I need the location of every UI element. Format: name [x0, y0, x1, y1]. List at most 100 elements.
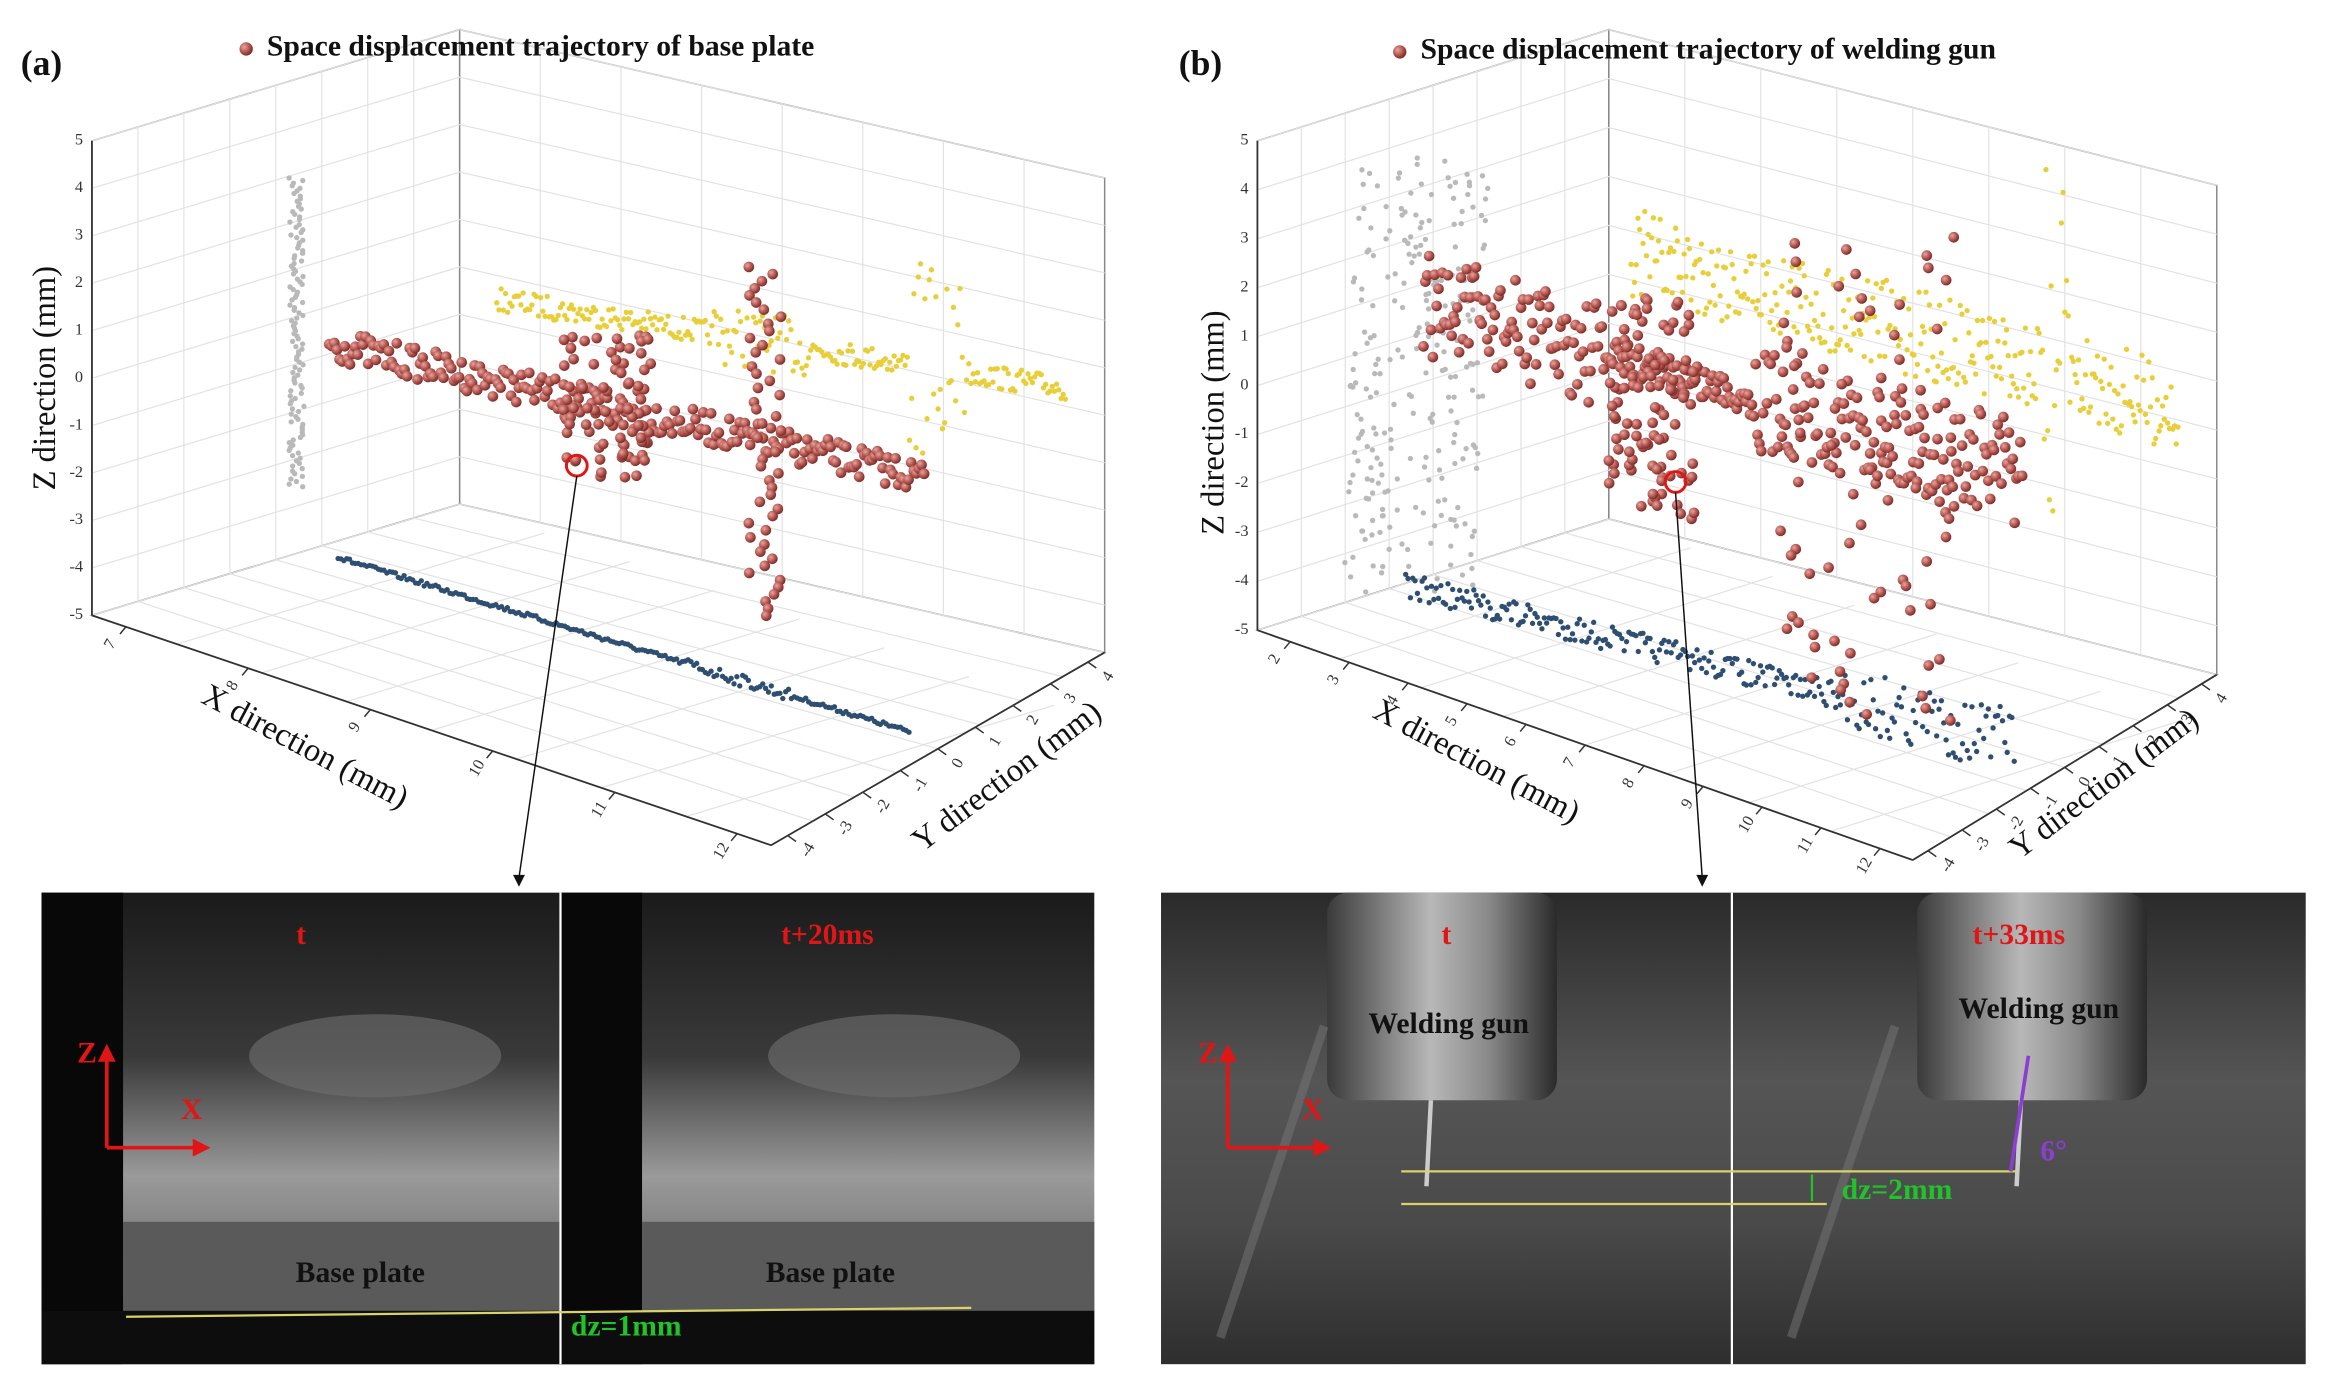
- projection-point: [1569, 631, 1576, 637]
- projection-point: [694, 660, 700, 667]
- trajectory-point: [830, 456, 842, 468]
- projection-point: [913, 445, 919, 451]
- trajectory-point: [1921, 250, 1933, 261]
- projection-point: [1924, 367, 1931, 374]
- trajectory-point: [529, 394, 540, 406]
- projection-point: [592, 307, 599, 314]
- projection-point: [2024, 400, 2030, 407]
- projection-point: [1827, 348, 1833, 354]
- trajectory-point: [1855, 519, 1867, 531]
- projection-point: [1797, 676, 1804, 683]
- projection-point: [1047, 388, 1053, 394]
- trajectory-point: [1568, 337, 1579, 349]
- projection-point: [1966, 755, 1973, 761]
- projection-point: [505, 309, 511, 316]
- projection-point: [1959, 741, 1966, 747]
- projection-point: [1877, 733, 1883, 740]
- trajectory-point: [1971, 500, 1983, 512]
- floor-grid: [413, 517, 1064, 678]
- projection-point: [1350, 366, 1356, 373]
- projection-point: [702, 317, 708, 324]
- projection-point: [297, 434, 304, 441]
- projection-point: [1433, 585, 1439, 591]
- projection-point: [295, 408, 302, 415]
- projection-point: [1473, 592, 1479, 598]
- projection-point: [1419, 219, 1425, 226]
- projection-point: [1933, 379, 1939, 385]
- projection-point: [288, 419, 294, 425]
- projection-point: [1370, 303, 1376, 309]
- angle-label: 6°: [2040, 1135, 2067, 1167]
- z-arrow-head: [97, 1043, 116, 1062]
- projection-point: [1350, 472, 1356, 478]
- projection-point: [708, 668, 714, 674]
- projection-point: [1360, 181, 1366, 187]
- projection-point: [739, 353, 746, 359]
- trajectory-point: [1847, 488, 1859, 500]
- trajectory-point: [713, 427, 725, 438]
- projection-point: [1478, 602, 1484, 608]
- projection-point: [290, 437, 296, 443]
- projection-point: [2011, 758, 2017, 764]
- trajectory-point: [1541, 317, 1553, 329]
- projection-point: [1654, 659, 1660, 666]
- projection-point: [1635, 648, 1641, 655]
- projection-point: [1388, 437, 1394, 443]
- projection-point: [1429, 419, 1435, 425]
- projection-point: [1978, 702, 1985, 708]
- trajectory-point: [1604, 377, 1616, 389]
- trajectory-point: [1616, 300, 1627, 311]
- projection-point: [286, 481, 292, 487]
- trajectory-point: [1789, 238, 1801, 249]
- trajectory-point: [1868, 592, 1880, 604]
- projection-point: [654, 327, 660, 333]
- projection-point: [1672, 225, 1679, 231]
- projection-point: [1388, 445, 1394, 452]
- projection-point: [952, 398, 959, 404]
- trajectory-point: [1888, 329, 1900, 341]
- trajectory-point: [1476, 318, 1487, 330]
- projection-point: [1635, 215, 1641, 221]
- projection-point: [1003, 366, 1009, 372]
- projection-point: [1974, 317, 1981, 324]
- projection-point: [1748, 682, 1754, 688]
- projection-point: [1778, 671, 1785, 678]
- trajectory-point: [508, 374, 519, 386]
- trajectory-point: [635, 393, 647, 405]
- projection-point: [294, 234, 300, 241]
- projection-point: [794, 359, 801, 365]
- projection-point: [2026, 372, 2032, 378]
- projection-point: [2113, 426, 2119, 432]
- projection-point: [1451, 394, 1457, 400]
- trajectory-point: [1850, 268, 1861, 280]
- projection-point: [1381, 430, 1388, 436]
- trajectory-point: [1687, 458, 1699, 470]
- projection-point: [935, 406, 941, 412]
- projection-point: [2147, 404, 2154, 410]
- projection-point: [2021, 385, 2027, 391]
- projection-point: [1422, 236, 1429, 243]
- projection-point: [1469, 533, 1476, 540]
- trajectory-point: [1627, 371, 1638, 383]
- projection-point: [1354, 411, 1360, 418]
- projection-point: [1729, 261, 1735, 268]
- trajectory-point: [1883, 442, 1895, 454]
- projection-point: [1452, 604, 1458, 610]
- projection-point: [1640, 240, 1646, 247]
- projection-point: [2084, 338, 2090, 344]
- tick-mark: [1995, 808, 2006, 816]
- grid-line: [1257, 322, 2217, 480]
- projection-point: [1884, 727, 1891, 734]
- projection-point: [724, 328, 730, 334]
- projection-point: [1525, 602, 1531, 608]
- projection-point: [1748, 261, 1754, 267]
- projection-point: [1417, 225, 1423, 231]
- floor-grid: [261, 561, 630, 674]
- projection-point: [1631, 279, 1638, 286]
- projection-point: [573, 318, 579, 324]
- projection-point: [1911, 352, 1917, 358]
- projection-point: [915, 274, 921, 280]
- trajectory-point: [754, 496, 766, 508]
- projection-point: [2120, 383, 2126, 389]
